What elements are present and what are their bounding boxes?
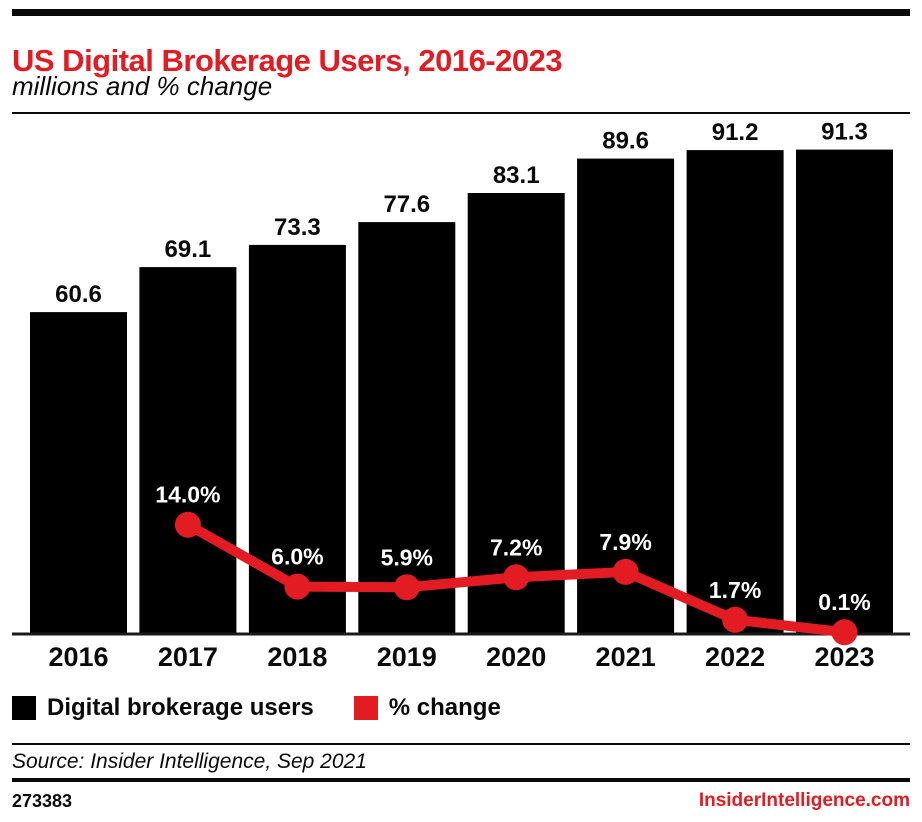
- legend-item-bars: Digital brokerage users: [12, 694, 314, 722]
- x-axis-label-2023: 2023: [814, 642, 874, 672]
- bar-value-label-2017: 69.1: [165, 236, 212, 263]
- insider-intelligence-link[interactable]: InsiderIntelligence.com: [698, 790, 910, 811]
- bar-value-label-2020: 83.1: [493, 162, 540, 189]
- legend-item-line: % change: [353, 694, 501, 722]
- legend-label-bars: Digital brokerage users: [47, 694, 314, 721]
- pct-change-marker-2019: [393, 574, 420, 601]
- x-axis-label-2022: 2022: [705, 642, 765, 672]
- x-axis-label-2016: 2016: [48, 642, 108, 672]
- pct-change-label-2021: 7.9%: [599, 529, 651, 555]
- bar-2023: [796, 149, 893, 633]
- pct-change-label-2022: 1.7%: [709, 577, 761, 603]
- legend: Digital brokerage users % change: [12, 694, 501, 722]
- bar-2022: [686, 150, 784, 633]
- x-axis-label-2021: 2021: [596, 642, 656, 672]
- pct-change-marker-2017: [174, 511, 201, 538]
- chart-id: 273383: [12, 790, 73, 811]
- bar-2017: [139, 267, 237, 633]
- header-divider: [12, 112, 910, 114]
- bar-value-label-2019: 77.6: [383, 191, 430, 218]
- pct-change-line: [182, 519, 850, 638]
- bar-value-label-2023: 91.3: [821, 119, 868, 146]
- footer-row: 273383 InsiderIntelligence.com: [12, 790, 910, 812]
- legend-swatch-black-square: [12, 696, 36, 720]
- pct-change-marker-2020: [503, 564, 530, 591]
- bar-2018: [248, 244, 346, 633]
- pct-change-marker-2023: [831, 619, 858, 646]
- bar-value-label-2016: 60.6: [55, 281, 102, 308]
- legend-swatch-red-square: [353, 696, 378, 720]
- pct-change-label-2020: 7.2%: [490, 534, 542, 560]
- bar-2019: [358, 222, 456, 633]
- chart-subtitle: millions and % change: [12, 71, 273, 101]
- bar-2016: [30, 312, 127, 633]
- pct-change-marker-2022: [722, 606, 749, 633]
- bar-value-label-2022: 91.2: [712, 119, 759, 146]
- pct-change-marker-2021: [612, 558, 639, 585]
- pct-change-label-2018: 6.0%: [271, 544, 323, 570]
- pct-change-label-2023: 0.1%: [818, 589, 870, 615]
- bar-value-label-2018: 73.3: [274, 214, 321, 241]
- bar-value-label-2021: 89.6: [602, 128, 649, 155]
- source-divider: [12, 743, 910, 745]
- footer-divider: [12, 778, 910, 782]
- x-axis-label-2020: 2020: [486, 642, 546, 672]
- pct-change-marker-2018: [284, 573, 311, 600]
- legend-label-line: % change: [388, 694, 501, 721]
- x-axis-label-2017: 2017: [158, 642, 218, 672]
- x-axis-label-2018: 2018: [267, 642, 327, 672]
- bar-2021: [577, 158, 675, 633]
- chart-title: US Digital Brokerage Users, 2016-2023: [12, 42, 563, 78]
- top-rule: [12, 9, 910, 16]
- pct-change-label-2017: 14.0%: [155, 482, 220, 508]
- source-note: Source: Insider Intelligence, Sep 2021: [12, 750, 367, 773]
- bar-2020: [467, 193, 565, 633]
- x-axis-label-2019: 2019: [377, 642, 437, 672]
- pct-change-label-2019: 5.9%: [381, 544, 433, 570]
